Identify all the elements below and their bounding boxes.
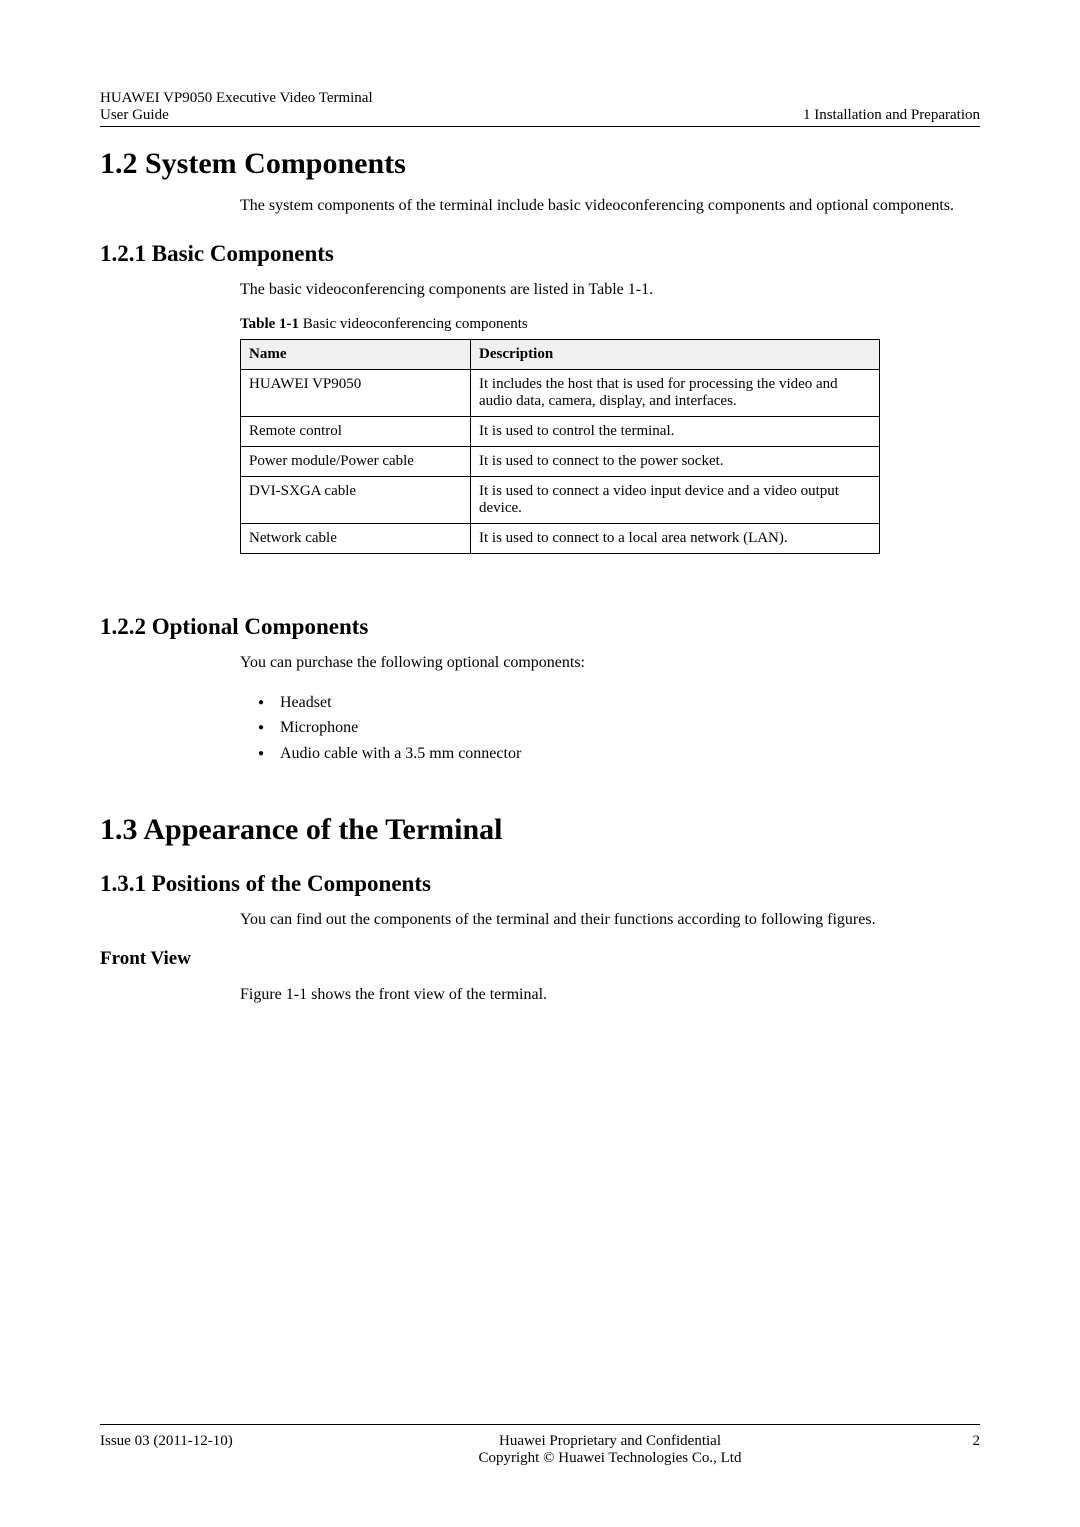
list-item: Audio cable with a 3.5 mm connector: [258, 741, 980, 767]
table-row: DVI-SXGA cable It is used to connect a v…: [241, 477, 880, 524]
footer-confidential: Huawei Proprietary and Confidential: [300, 1433, 920, 1450]
table-cell-description: It includes the host that is used for pr…: [471, 370, 880, 417]
section-1-3-1-intro: You can find out the components of the t…: [240, 909, 980, 931]
footer-center: Huawei Proprietary and Confidential Copy…: [300, 1433, 920, 1467]
table-cell-name: Network cable: [241, 524, 471, 554]
header-left: HUAWEI VP9050 Executive Video Terminal U…: [100, 90, 373, 124]
table-header-row: Name Description: [241, 340, 880, 370]
table-row: Power module/Power cable It is used to c…: [241, 447, 880, 477]
header-chapter: 1 Installation and Preparation: [803, 107, 980, 124]
optional-components-list: Headset Microphone Audio cable with a 3.…: [258, 690, 980, 767]
section-1-2-1-intro: The basic videoconferencing components a…: [240, 279, 980, 301]
basic-components-table: Name Description HUAWEI VP9050 It includ…: [240, 339, 880, 554]
section-1-3-1-title: 1.3.1 Positions of the Components: [100, 871, 980, 897]
section-1-2-2-title: 1.2.2 Optional Components: [100, 614, 980, 640]
section-1-2-title: 1.2 System Components: [100, 147, 980, 181]
table-header-description: Description: [471, 340, 880, 370]
front-view-text: Figure 1-1 shows the front view of the t…: [240, 984, 980, 1006]
table-cell-description: It is used to control the terminal.: [471, 417, 880, 447]
table-cell-description: It is used to connect to a local area ne…: [471, 524, 880, 554]
section-1-2-intro: The system components of the terminal in…: [240, 195, 980, 217]
table-1-1-caption: Table 1-1 Basic videoconferencing compon…: [240, 316, 980, 333]
header-doc-type: User Guide: [100, 107, 373, 124]
section-1-2-1-title: 1.2.1 Basic Components: [100, 241, 980, 267]
footer-copyright: Copyright © Huawei Technologies Co., Ltd: [300, 1450, 920, 1467]
table-cell-name: Remote control: [241, 417, 471, 447]
section-1-3-title: 1.3 Appearance of the Terminal: [100, 813, 980, 847]
footer-issue: Issue 03 (2011-12-10): [100, 1433, 300, 1467]
table-cell-name: HUAWEI VP9050: [241, 370, 471, 417]
table-row: Remote control It is used to control the…: [241, 417, 880, 447]
table-caption-label: Table 1-1: [240, 316, 299, 332]
list-item: Microphone: [258, 715, 980, 741]
table-caption-text: Basic videoconferencing components: [299, 316, 528, 332]
page-header: HUAWEI VP9050 Executive Video Terminal U…: [100, 90, 980, 127]
page-footer: Issue 03 (2011-12-10) Huawei Proprietary…: [100, 1424, 980, 1467]
table-cell-description: It is used to connect to the power socke…: [471, 447, 880, 477]
table-cell-name: DVI-SXGA cable: [241, 477, 471, 524]
footer-page-number: 2: [920, 1433, 980, 1467]
front-view-title: Front View: [100, 948, 980, 970]
table-cell-name: Power module/Power cable: [241, 447, 471, 477]
table-row: HUAWEI VP9050 It includes the host that …: [241, 370, 880, 417]
table-row: Network cable It is used to connect to a…: [241, 524, 880, 554]
table-cell-description: It is used to connect a video input devi…: [471, 477, 880, 524]
table-header-name: Name: [241, 340, 471, 370]
section-1-2-2-intro: You can purchase the following optional …: [240, 652, 980, 674]
header-product-title: HUAWEI VP9050 Executive Video Terminal: [100, 90, 373, 107]
list-item: Headset: [258, 690, 980, 716]
